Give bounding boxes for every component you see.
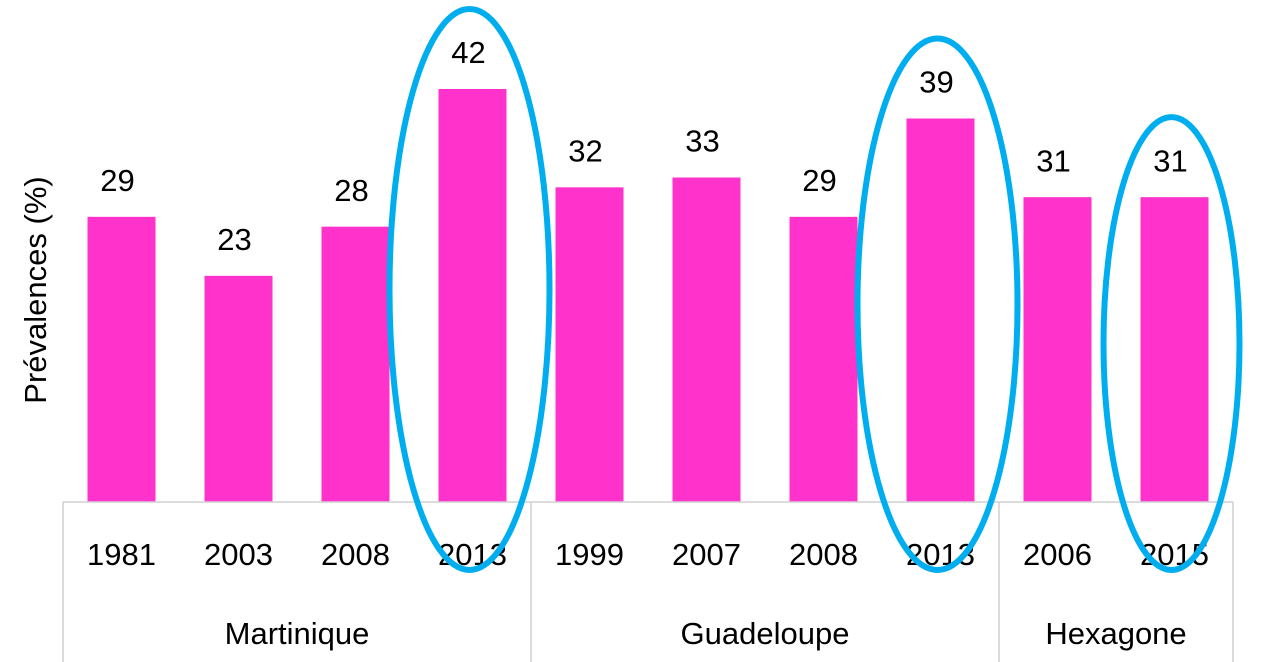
data-label: 33 <box>685 124 719 159</box>
x-tick-label: 2003 <box>204 537 273 572</box>
data-label: 31 <box>1153 143 1187 178</box>
group-label: Guadeloupe <box>681 616 850 651</box>
bar <box>204 275 273 502</box>
x-tick-label: 1981 <box>87 537 156 572</box>
data-label: 29 <box>802 163 836 198</box>
x-tick-label: 2008 <box>321 537 390 572</box>
group-label: Martinique <box>225 616 370 651</box>
bar <box>321 226 390 502</box>
bar <box>87 216 156 503</box>
y-axis-label: Prévalences (%) <box>18 176 53 403</box>
bar <box>789 216 858 503</box>
bar <box>672 177 741 502</box>
bar <box>555 187 624 503</box>
highlight-ellipse <box>386 6 553 573</box>
x-tick-label: 2007 <box>672 537 741 572</box>
data-label: 42 <box>451 35 485 70</box>
data-label: 28 <box>334 173 368 208</box>
highlight-ellipse <box>1100 114 1243 574</box>
data-label: 31 <box>1036 143 1070 178</box>
data-label: 23 <box>217 222 251 257</box>
x-tick-label: 1999 <box>555 537 624 572</box>
bar <box>1023 197 1092 502</box>
data-label: 32 <box>568 134 602 169</box>
group-label: Hexagone <box>1045 616 1186 651</box>
x-tick-label: 2008 <box>789 537 858 572</box>
data-label: 29 <box>100 163 134 198</box>
bar <box>1140 197 1209 502</box>
x-tick-label: 2006 <box>1023 537 1092 572</box>
bar <box>906 118 975 502</box>
data-label: 39 <box>919 65 953 100</box>
highlight-ellipse <box>854 35 1021 573</box>
bar <box>438 89 507 502</box>
